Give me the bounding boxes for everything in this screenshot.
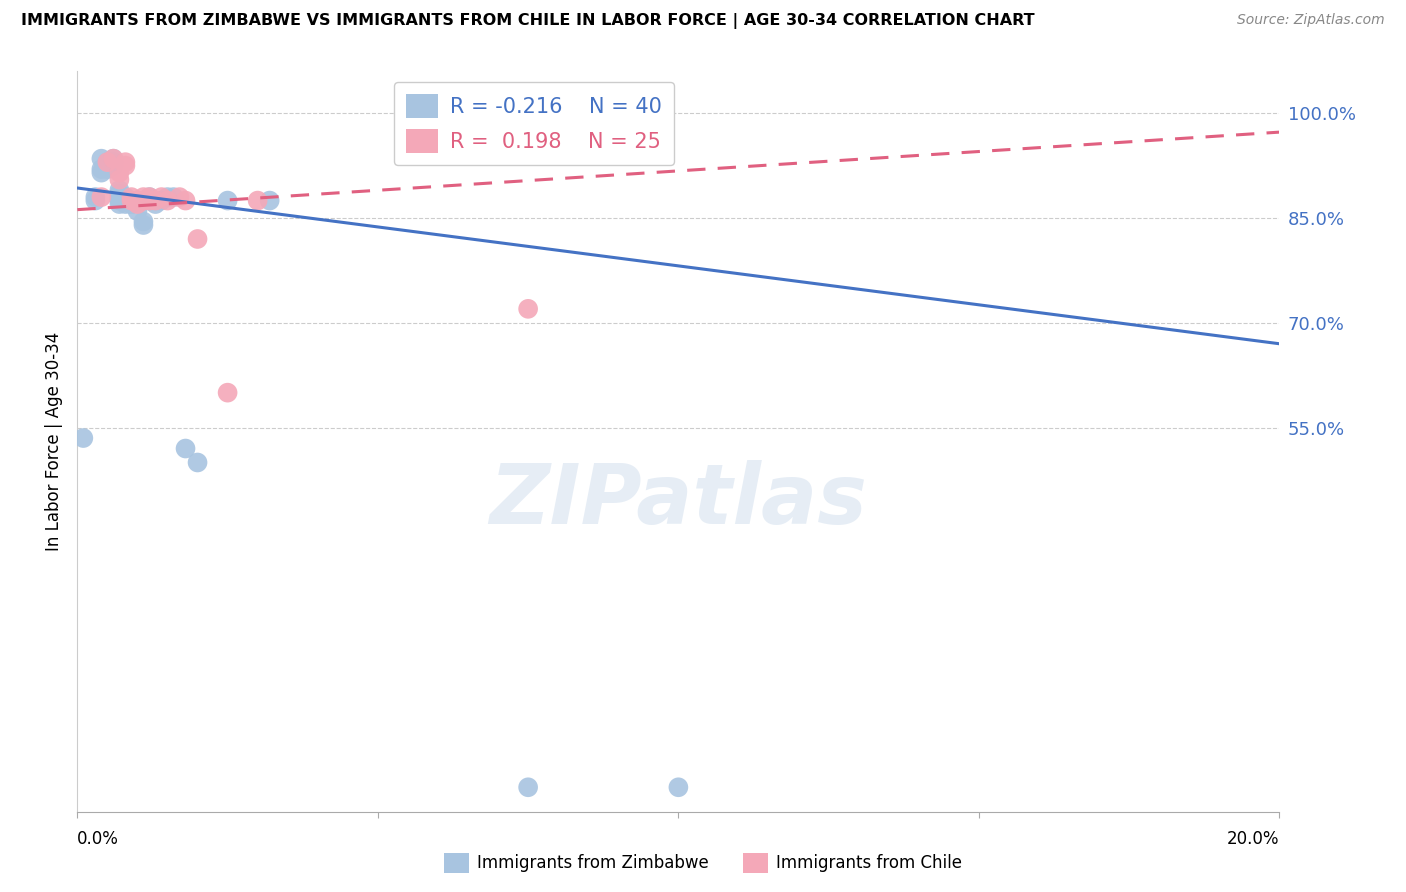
Point xyxy=(187,232,209,246)
Point xyxy=(114,190,136,204)
Point xyxy=(517,780,540,795)
Point xyxy=(145,194,167,208)
Point xyxy=(138,194,160,208)
Point xyxy=(96,162,118,177)
Point xyxy=(108,190,131,204)
Point xyxy=(127,197,149,211)
Point xyxy=(120,197,142,211)
Point xyxy=(217,194,239,208)
Point xyxy=(517,301,540,316)
Point xyxy=(108,186,131,201)
Point xyxy=(145,197,167,211)
Point xyxy=(108,172,131,186)
Point xyxy=(114,194,136,208)
Point xyxy=(127,204,149,219)
Point xyxy=(668,780,690,795)
Point xyxy=(108,194,131,208)
Point xyxy=(246,194,269,208)
Point xyxy=(132,190,155,204)
Point xyxy=(120,197,142,211)
Point xyxy=(259,194,281,208)
Point xyxy=(108,197,131,211)
Point xyxy=(132,194,155,208)
Text: 20.0%: 20.0% xyxy=(1227,830,1279,848)
Text: Source: ZipAtlas.com: Source: ZipAtlas.com xyxy=(1237,13,1385,28)
Point xyxy=(96,159,118,173)
Point xyxy=(156,190,179,204)
Point xyxy=(120,197,142,211)
Point xyxy=(114,155,136,169)
Point xyxy=(169,190,191,204)
Point xyxy=(103,152,125,166)
Point xyxy=(127,194,149,208)
Point xyxy=(132,218,155,232)
Point xyxy=(114,159,136,173)
Point xyxy=(96,155,118,169)
Point xyxy=(90,162,112,177)
Point xyxy=(103,155,125,169)
Legend: Immigrants from Zimbabwe, Immigrants from Chile: Immigrants from Zimbabwe, Immigrants fro… xyxy=(437,847,969,880)
Text: ZIPatlas: ZIPatlas xyxy=(489,460,868,541)
Point xyxy=(138,194,160,208)
Point xyxy=(72,431,94,445)
Point xyxy=(90,152,112,166)
Point xyxy=(156,194,179,208)
Point xyxy=(145,194,167,208)
Point xyxy=(120,194,142,208)
Point xyxy=(138,190,160,204)
Point xyxy=(90,166,112,180)
Point xyxy=(132,214,155,228)
Point xyxy=(108,166,131,180)
Point xyxy=(217,385,239,400)
Text: 0.0%: 0.0% xyxy=(77,830,120,848)
Point xyxy=(84,194,107,208)
Y-axis label: In Labor Force | Age 30-34: In Labor Force | Age 30-34 xyxy=(45,332,63,551)
Point xyxy=(138,190,160,204)
Point xyxy=(103,152,125,166)
Point xyxy=(114,197,136,211)
Point xyxy=(108,183,131,197)
Point xyxy=(150,190,173,204)
Point xyxy=(103,159,125,173)
Point xyxy=(84,190,107,204)
Point xyxy=(96,155,118,169)
Point xyxy=(127,194,149,208)
Point xyxy=(174,442,197,456)
Text: IMMIGRANTS FROM ZIMBABWE VS IMMIGRANTS FROM CHILE IN LABOR FORCE | AGE 30-34 COR: IMMIGRANTS FROM ZIMBABWE VS IMMIGRANTS F… xyxy=(21,13,1035,29)
Point xyxy=(120,190,142,204)
Point xyxy=(174,194,197,208)
Point xyxy=(162,190,184,204)
Point xyxy=(90,190,112,204)
Legend: R = -0.216    N = 40, R =  0.198    N = 25: R = -0.216 N = 40, R = 0.198 N = 25 xyxy=(394,82,675,165)
Point xyxy=(187,455,209,469)
Point xyxy=(150,194,173,208)
Point xyxy=(103,155,125,169)
